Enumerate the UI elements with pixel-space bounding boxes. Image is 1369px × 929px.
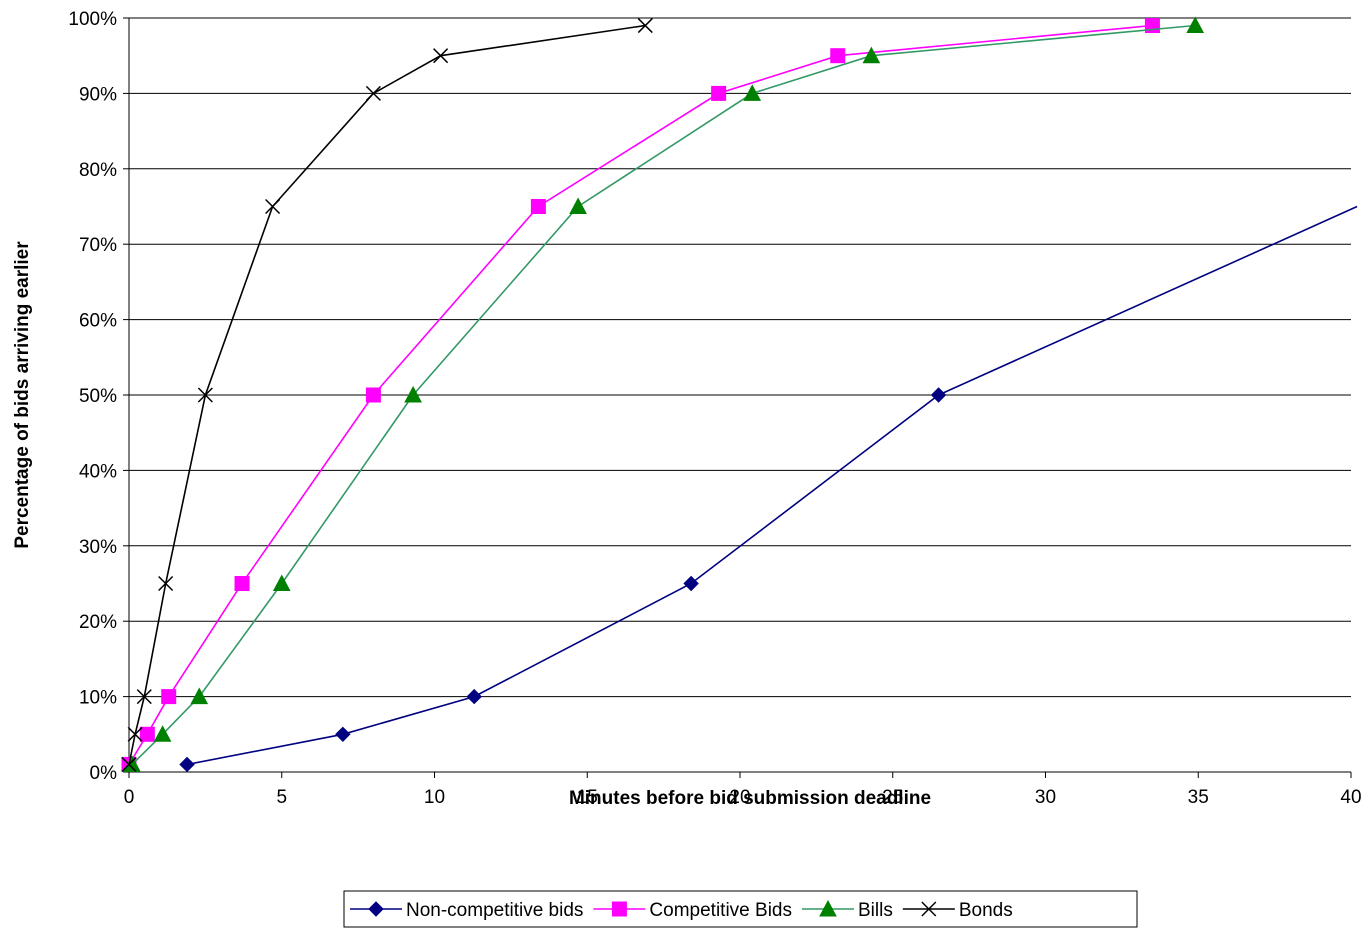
data-point [179,756,195,773]
data-point [404,385,422,403]
x-tick-label: 10 [424,787,445,808]
x-axis-ticks: 0 5 10 15 20 25 30 35 40 [124,772,1362,808]
data-point [1186,16,1205,34]
data-point [365,387,381,403]
legend-label: Non-competitive bids [406,900,583,921]
data-point [433,48,449,64]
legend-swatch-marker [368,901,384,917]
series-bonds [121,18,653,772]
y-tick-label: 50% [79,386,117,407]
legend-label: Bonds [959,900,1013,921]
x-marker-stroke [433,48,449,64]
x-tick-label: 35 [1188,787,1209,808]
x-marker-stroke [265,198,281,215]
x-tick-label: 0 [124,787,135,808]
legend-swatch-marker [921,901,937,917]
data-point [930,387,947,403]
data-point [136,689,152,705]
legend-swatch-marker [819,899,837,917]
legend-label: Competitive Bids [649,900,792,921]
x-marker-stroke [127,726,143,742]
data-point [153,725,172,742]
x-marker-stroke [136,689,152,705]
y-tick-label: 40% [79,461,117,482]
data-point [365,85,381,101]
x-marker-stroke [197,387,213,403]
data-point [197,387,213,403]
y-tick-label: 30% [79,537,117,558]
legend-swatch-marker [611,901,627,917]
data-point [743,84,762,101]
data-point [683,575,699,592]
y-tick-label: 70% [79,235,117,256]
y-tick-label: 100% [68,9,117,30]
x-marker-stroke [637,18,653,34]
data-point [711,85,727,101]
y-tick-label: 20% [79,612,117,633]
legend-item-bonds: Bonds [902,900,1013,921]
series-line [186,205,1358,766]
data-point [335,726,351,743]
data-point [158,575,174,592]
x-axis-title: Minutes before bid submission deadline [569,788,931,809]
legend-label: Bills [858,900,893,921]
data-point [161,689,177,705]
data-point [466,688,482,705]
data-point [862,46,881,64]
gridlines [129,17,1351,698]
y-tick-label: 0% [90,763,118,784]
x-tick-label: 30 [1035,787,1056,808]
data-point [569,197,587,214]
x-tick-label: 5 [276,787,287,808]
data-point [127,726,143,742]
data-point [234,576,250,591]
data-point [272,574,291,591]
y-axis-ticks: 0% 10% 20% 30% 40% 50% 60% 70% 80% 90% 100% [68,9,129,784]
legend-item-non-competitive-bids: Non-competitive bids [350,900,583,921]
legend: Non-competitive bids Competitive Bids Bill… [343,890,1138,928]
legend-box [343,890,1138,928]
y-axis-title: Percentage of bids arriving earlier [12,241,33,549]
data-point [190,687,209,705]
series-non-competitive-bids [179,205,1358,773]
x-marker-stroke [921,901,937,917]
y-tick-label: 80% [79,160,117,181]
data-point [530,199,546,214]
legend-item-bills: Bills [801,899,893,921]
x-marker-stroke [158,575,174,592]
data-point [637,18,653,34]
data-point [121,756,137,772]
y-tick-label: 10% [79,688,117,709]
data-point [830,48,846,64]
y-tick-label: 90% [79,84,117,105]
y-tick-label: 60% [79,311,117,332]
data-point [139,726,155,742]
legend-item-competitive-bids: Competitive Bids [593,900,792,921]
series-bills [123,16,1205,772]
x-marker-stroke [365,85,381,101]
x-tick-label: 25 [882,787,903,808]
series-group [121,16,1358,773]
data-point [265,198,281,215]
x-tick-label: 15 [577,787,598,808]
x-tick-label: 40 [1340,787,1361,808]
x-tick-label: 20 [729,787,750,808]
x-marker-stroke [121,756,137,772]
